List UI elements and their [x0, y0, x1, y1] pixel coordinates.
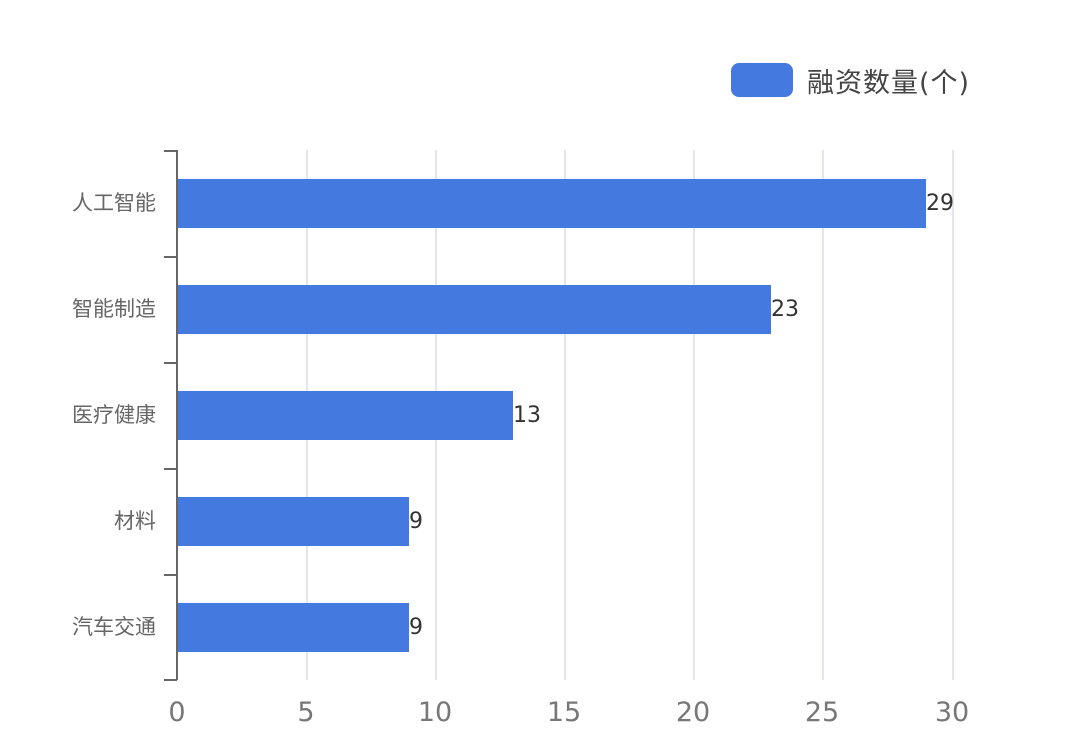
y-axis-tick: [164, 362, 177, 364]
y-axis-tick: [164, 468, 177, 470]
gridline-20: [693, 150, 695, 680]
y-axis-tick: [164, 574, 177, 576]
y-axis-tick: [164, 150, 177, 152]
y-axis-tick: [164, 679, 177, 681]
bar-value-label: 9: [409, 509, 423, 534]
x-tick-label: 0: [168, 697, 186, 728]
bar-smart-manufacturing[interactable]: [178, 285, 771, 334]
x-tick-label: 15: [546, 697, 582, 728]
gridline-15: [564, 150, 566, 680]
x-tick-label: 25: [804, 697, 840, 728]
x-tick-label: 20: [675, 697, 711, 728]
bar-materials[interactable]: [178, 497, 409, 546]
category-label: 医疗健康: [72, 403, 156, 427]
category-label: 人工智能: [72, 191, 156, 215]
gridline-25: [822, 150, 824, 680]
bar-value-label: 13: [513, 403, 541, 428]
x-tick-label: 30: [934, 697, 970, 728]
bar-value-label: 23: [771, 297, 799, 322]
legend-swatch[interactable]: [731, 63, 793, 97]
bar-auto-transport[interactable]: [178, 603, 409, 652]
bar-healthcare[interactable]: [178, 391, 513, 440]
category-label: 汽车交通: [72, 615, 156, 639]
category-label: 智能制造: [72, 297, 156, 321]
y-axis-line: [176, 150, 178, 680]
gridline-30: [952, 150, 954, 680]
bar-value-label: 29: [926, 191, 954, 216]
x-tick-label: 5: [297, 697, 315, 728]
bar-value-label: 9: [409, 615, 423, 640]
x-tick-label: 10: [417, 697, 453, 728]
legend-label: 融资数量(个): [807, 67, 971, 99]
legend: 融资数量(个): [731, 62, 971, 99]
category-label: 材料: [114, 509, 156, 533]
y-axis-tick: [164, 256, 177, 258]
bar-ai[interactable]: [178, 179, 926, 228]
